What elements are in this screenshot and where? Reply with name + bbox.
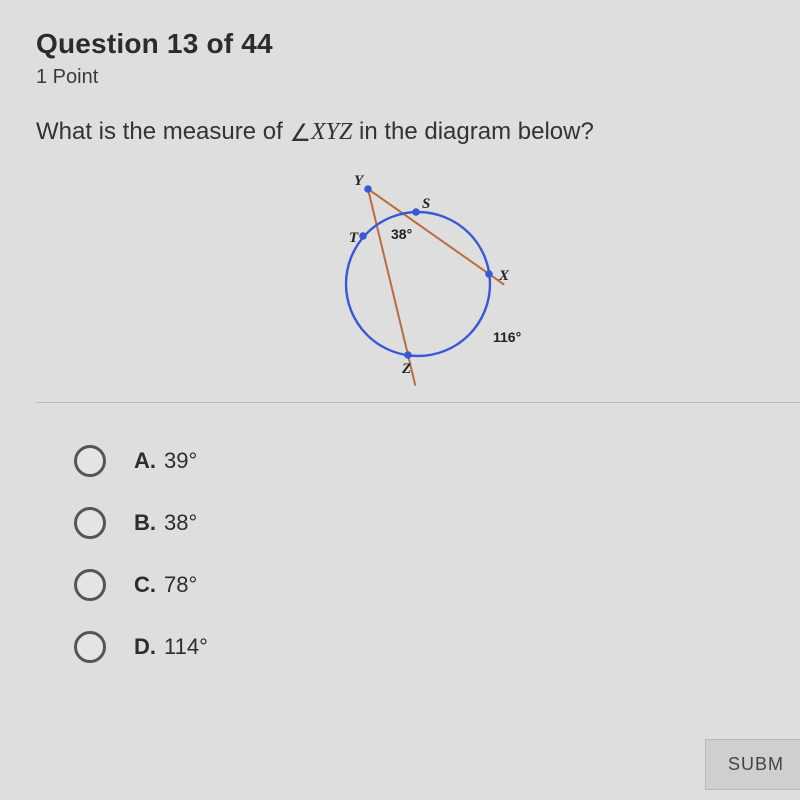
prompt-lead: What is the measure of xyxy=(36,118,289,145)
choice-a-val: 39° xyxy=(164,448,197,474)
choice-a-key: A. xyxy=(134,448,156,474)
radio-d[interactable] xyxy=(74,631,106,663)
choice-c-val: 78° xyxy=(164,572,197,598)
radio-c[interactable] xyxy=(74,569,106,601)
svg-text:T: T xyxy=(349,230,359,246)
choice-b-key: B. xyxy=(134,510,156,536)
radio-b[interactable] xyxy=(74,507,106,539)
choice-b[interactable]: B. 38° xyxy=(74,507,800,539)
question-title: Question 13 of 44 xyxy=(36,28,800,60)
choice-c[interactable]: C. 78° xyxy=(74,569,800,601)
submit-button[interactable]: SUBM xyxy=(705,739,800,790)
question-page: Question 13 of 44 1 Point What is the me… xyxy=(0,0,800,800)
question-prompt: What is the measure of ∠XYZ in the diagr… xyxy=(36,117,800,146)
svg-text:S: S xyxy=(422,196,430,212)
answer-choices: A. 39° B. 38° C. 78° D. 114° xyxy=(74,445,800,663)
prompt-tail: in the diagram below? xyxy=(352,118,593,145)
svg-text:Y: Y xyxy=(354,173,365,189)
angle-name: XYZ xyxy=(311,119,352,145)
svg-text:38°: 38° xyxy=(391,226,412,242)
choice-a[interactable]: A. 39° xyxy=(74,445,800,477)
choice-d-val: 114° xyxy=(164,634,208,660)
question-points: 1 Point xyxy=(36,66,800,89)
choice-d[interactable]: D. 114° xyxy=(74,631,800,663)
divider xyxy=(36,402,800,403)
svg-text:Z: Z xyxy=(401,361,411,377)
choice-d-key: D. xyxy=(134,634,156,660)
choice-c-key: C. xyxy=(134,572,156,598)
diagram-container: Y S T X Z 38° 116° xyxy=(36,164,800,394)
svg-text:116°: 116° xyxy=(493,329,521,345)
angle-symbol: ∠ xyxy=(289,119,311,148)
geometry-diagram: Y S T X Z 38° 116° xyxy=(268,164,568,394)
svg-text:X: X xyxy=(498,268,510,284)
choice-b-val: 38° xyxy=(164,510,197,536)
radio-a[interactable] xyxy=(74,445,106,477)
